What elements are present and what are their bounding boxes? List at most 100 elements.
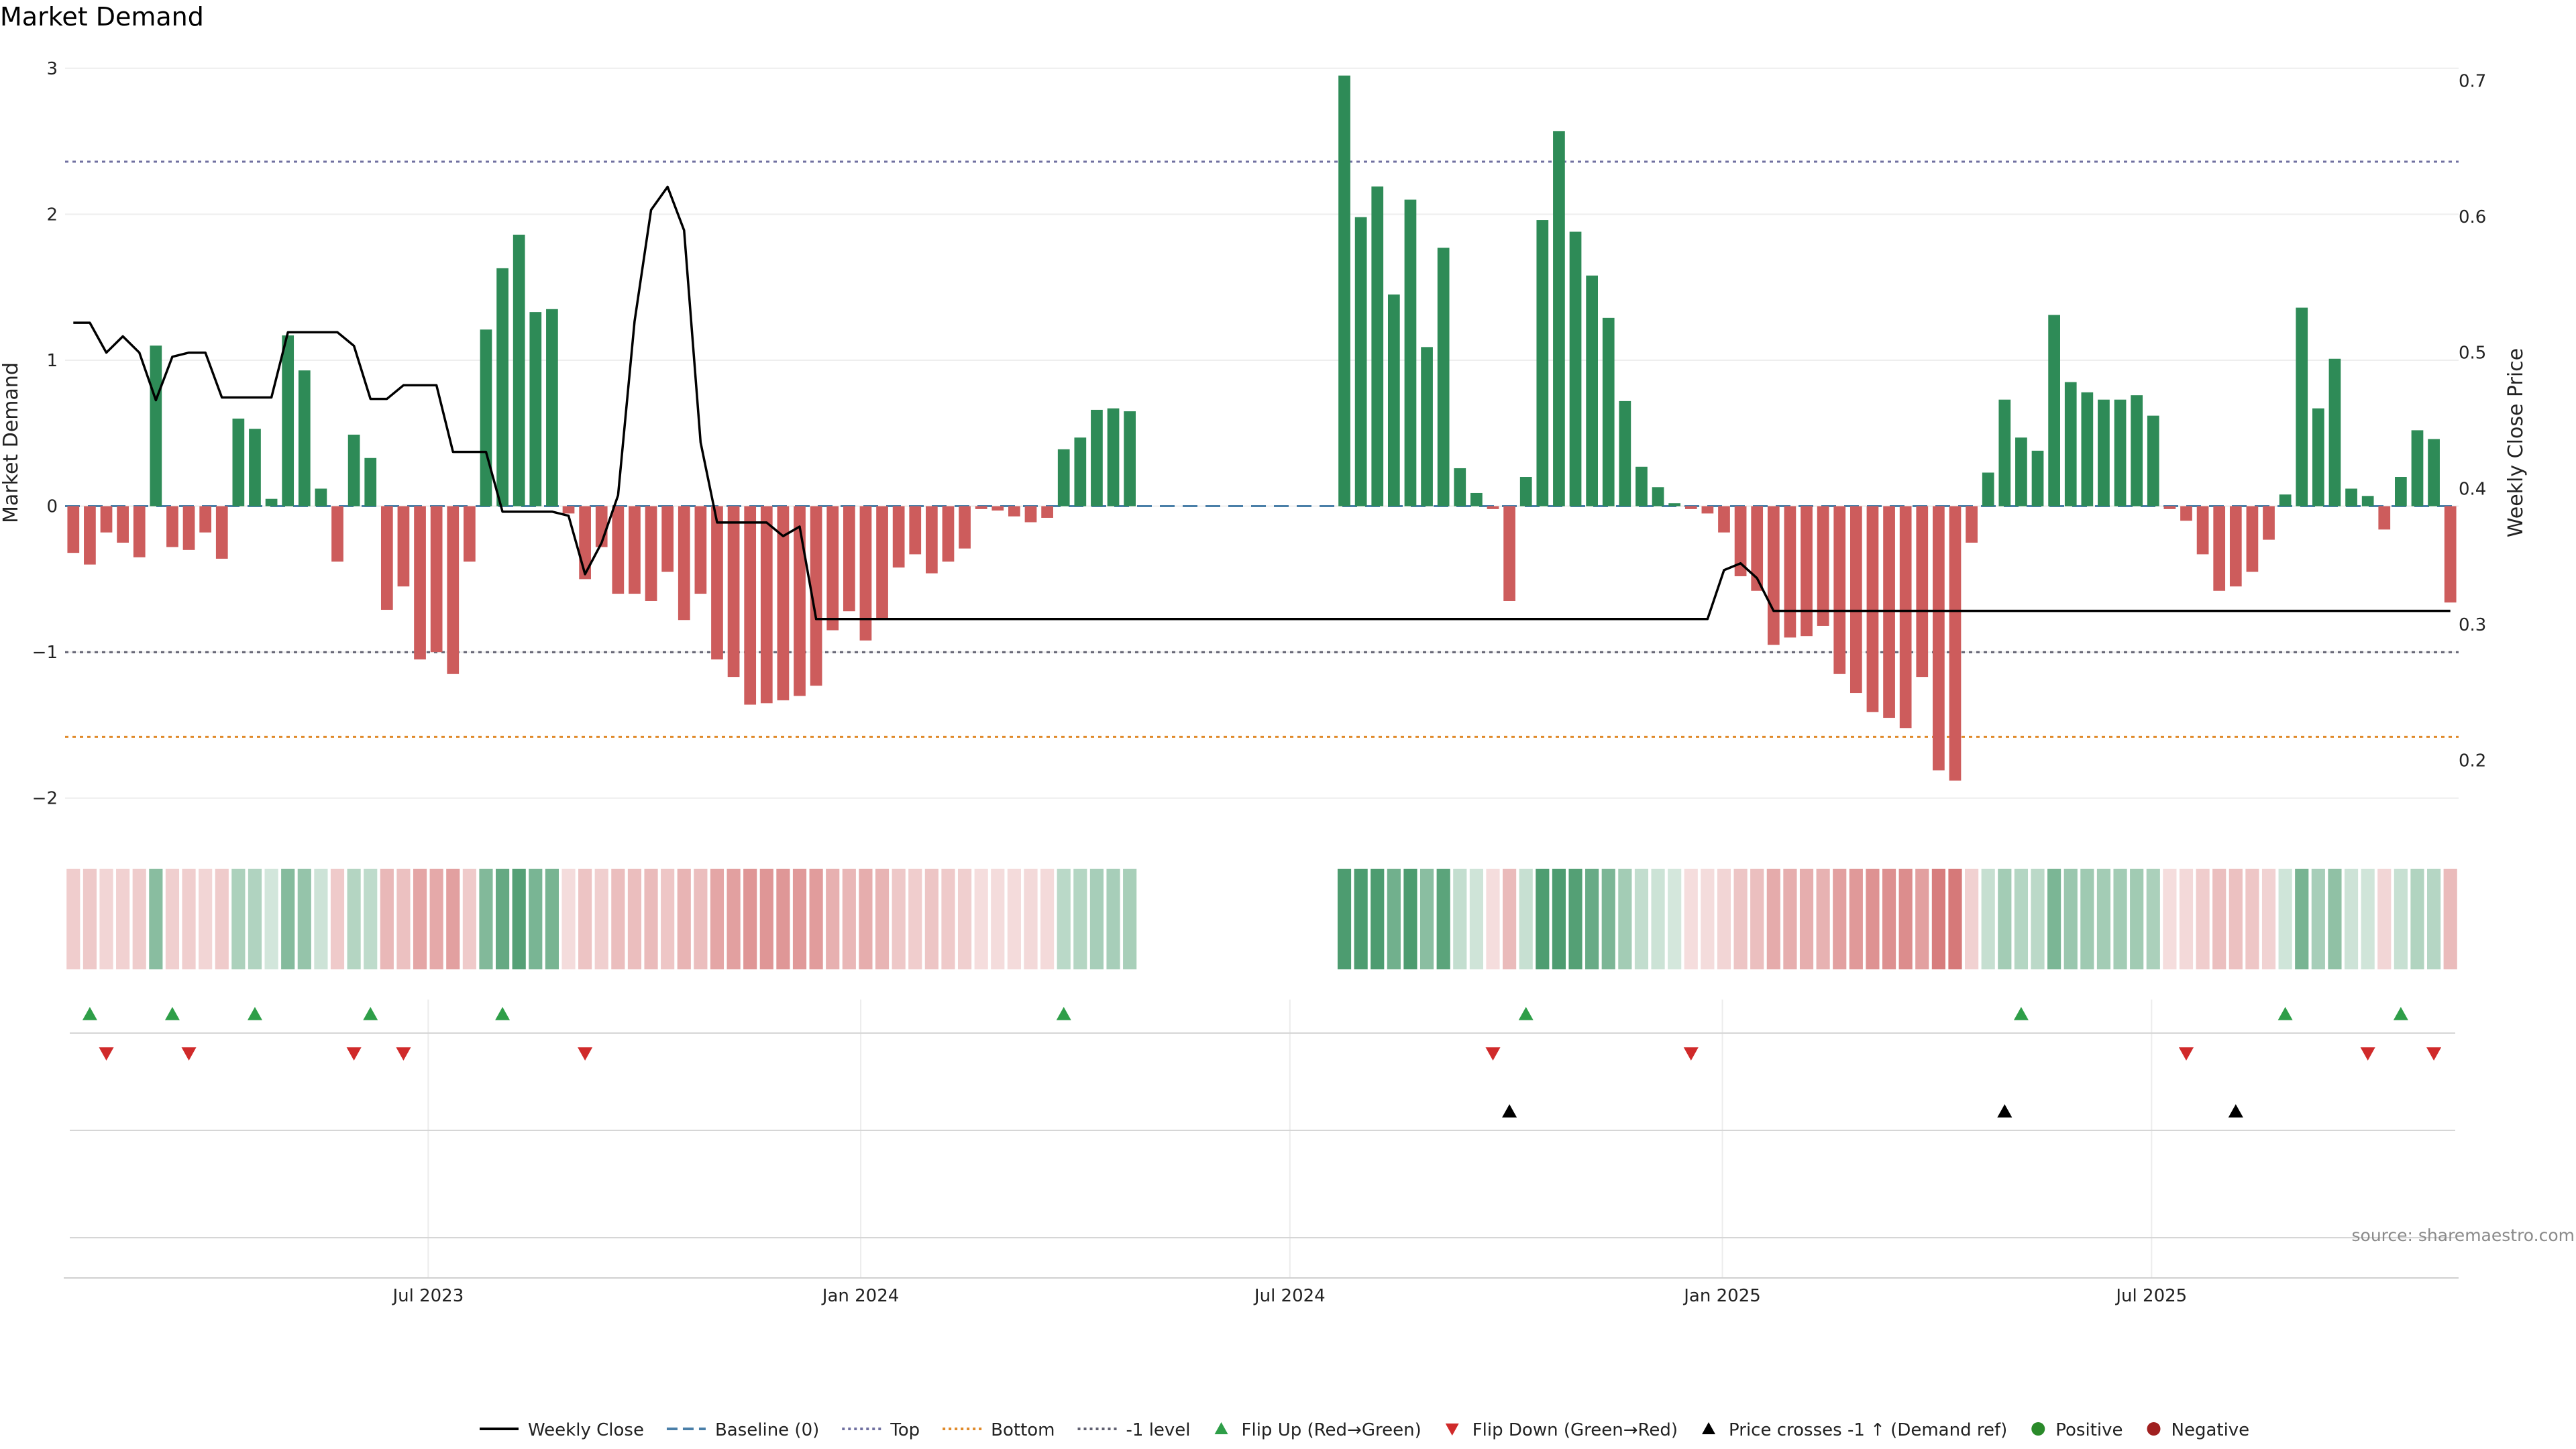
- flip-down-marker: [2426, 1047, 2442, 1061]
- demand-bar-positive: [1371, 186, 1384, 506]
- demand-bar-negative: [1751, 506, 1764, 591]
- demand-bar-positive: [2031, 450, 2044, 506]
- heat-cell: [941, 869, 955, 969]
- legend-label: Negative: [2171, 1420, 2250, 1440]
- heat-cell: [1089, 869, 1104, 969]
- demand-bar-negative: [744, 506, 757, 705]
- heat-cell: [215, 869, 229, 969]
- demand-bar-negative: [1734, 506, 1747, 576]
- heat-cell: [2080, 869, 2094, 969]
- heat-cell: [2295, 869, 2309, 969]
- heat-cell: [908, 869, 922, 969]
- demand-bar-positive: [2015, 437, 2027, 506]
- demand-bar-positive: [347, 434, 360, 506]
- demand-bar-negative: [645, 506, 657, 601]
- demand-bar-positive: [1404, 199, 1417, 506]
- heat-cell: [1783, 869, 1797, 969]
- heat-cell: [2427, 869, 2441, 969]
- heat-cell: [512, 869, 526, 969]
- heat-cell: [264, 869, 278, 969]
- demand-bar-negative: [678, 506, 690, 621]
- price-cross-marker: [1997, 1104, 2012, 1118]
- legend-label: Bottom: [991, 1420, 1055, 1440]
- heat-cell: [165, 869, 180, 969]
- demand-bar-negative: [2163, 506, 2176, 509]
- demand-bar-negative: [1008, 506, 1020, 517]
- heat-cell: [314, 869, 328, 969]
- demand-bar-negative: [975, 506, 987, 509]
- demand-bar-positive: [2279, 494, 2292, 506]
- heat-cell: [561, 869, 576, 969]
- heat-cell: [2394, 869, 2408, 969]
- flip-down-marker: [181, 1047, 197, 1061]
- heat-cell: [281, 869, 295, 969]
- demand-bar-negative: [794, 506, 806, 696]
- legend-swatch: [1702, 1422, 1716, 1434]
- demand-bar-negative: [959, 506, 971, 549]
- demand-bar-negative: [380, 506, 393, 610]
- heat-cell: [529, 869, 543, 969]
- demand-bar-positive: [480, 329, 492, 506]
- legend-label: Weekly Close: [528, 1420, 644, 1440]
- demand-bar-positive: [265, 498, 278, 506]
- heat-cell: [1882, 869, 1896, 969]
- legend-item: Baseline (0): [666, 1420, 819, 1440]
- heat-cell: [1866, 869, 1880, 969]
- legend-item: Negative: [2147, 1420, 2250, 1440]
- legend-item: Top: [842, 1420, 920, 1440]
- heat-cell: [199, 869, 213, 969]
- heat-cell: [842, 869, 856, 969]
- demand-bar-positive: [364, 458, 377, 506]
- demand-bar-negative: [67, 506, 80, 553]
- heat-cell: [1503, 869, 1517, 969]
- heat-cell: [364, 869, 378, 969]
- heat-cell: [594, 869, 608, 969]
- heat-cell: [1981, 869, 1995, 969]
- demand-bar-negative: [1933, 506, 1945, 771]
- heat-cell: [2261, 869, 2276, 969]
- heat-cell: [429, 869, 443, 969]
- heat-cell: [859, 869, 873, 969]
- heat-cell: [1634, 869, 1649, 969]
- demand-bar-negative: [843, 506, 855, 612]
- chart-title: Market Demand: [0, 2, 204, 32]
- legend: Weekly Close Baseline (0) Top Bottom -1 leve…: [480, 1420, 2249, 1440]
- demand-bar-positive: [546, 309, 558, 506]
- demand-bar-positive: [1602, 317, 1615, 506]
- heat-cell: [809, 869, 823, 969]
- demand-bar-negative: [2378, 506, 2391, 530]
- flip-up-marker: [363, 1007, 378, 1020]
- demand-bar-negative: [1966, 506, 1978, 543]
- heat-cell: [2410, 869, 2424, 969]
- demand-bar-negative: [133, 506, 146, 557]
- x-tick-label: Jul 2023: [391, 1286, 464, 1306]
- flip-up-marker: [2013, 1007, 2029, 1020]
- heat-cell: [1106, 869, 1120, 969]
- demand-bar-negative: [629, 506, 641, 594]
- heat-cell: [2179, 869, 2194, 969]
- legend-item: Weekly Close: [480, 1420, 644, 1440]
- demand-bar-negative: [1833, 506, 1846, 674]
- y2-tick-label: 0.5: [2459, 343, 2486, 364]
- demand-bar-negative: [562, 506, 575, 514]
- heat-cell: [1816, 869, 1830, 969]
- source-note: source: sharemaestro.com: [2352, 1226, 2575, 1245]
- demand-bar-negative: [1784, 506, 1796, 638]
- demand-bar-positive: [2098, 399, 2110, 506]
- demand-bar-negative: [1767, 506, 1780, 645]
- heat-cell: [1799, 869, 1814, 969]
- heat-cell: [2443, 869, 2457, 969]
- demand-bar-negative: [2444, 506, 2457, 603]
- heat-cell: [380, 869, 394, 969]
- heat-cell: [2377, 869, 2392, 969]
- legend-item: Flip Up (Red→Green): [1214, 1420, 1421, 1440]
- heat-cell: [1668, 869, 1682, 969]
- demand-bar-negative: [1684, 506, 1697, 509]
- weekly-close-line: [73, 185, 2451, 621]
- heat-cell: [677, 869, 691, 969]
- demand-bar-positive: [1387, 294, 1400, 506]
- demand-bar-positive: [2312, 408, 2324, 506]
- heat-cell: [1371, 869, 1385, 969]
- demand-bar-negative: [215, 506, 228, 559]
- demand-bar-negative: [2263, 506, 2275, 540]
